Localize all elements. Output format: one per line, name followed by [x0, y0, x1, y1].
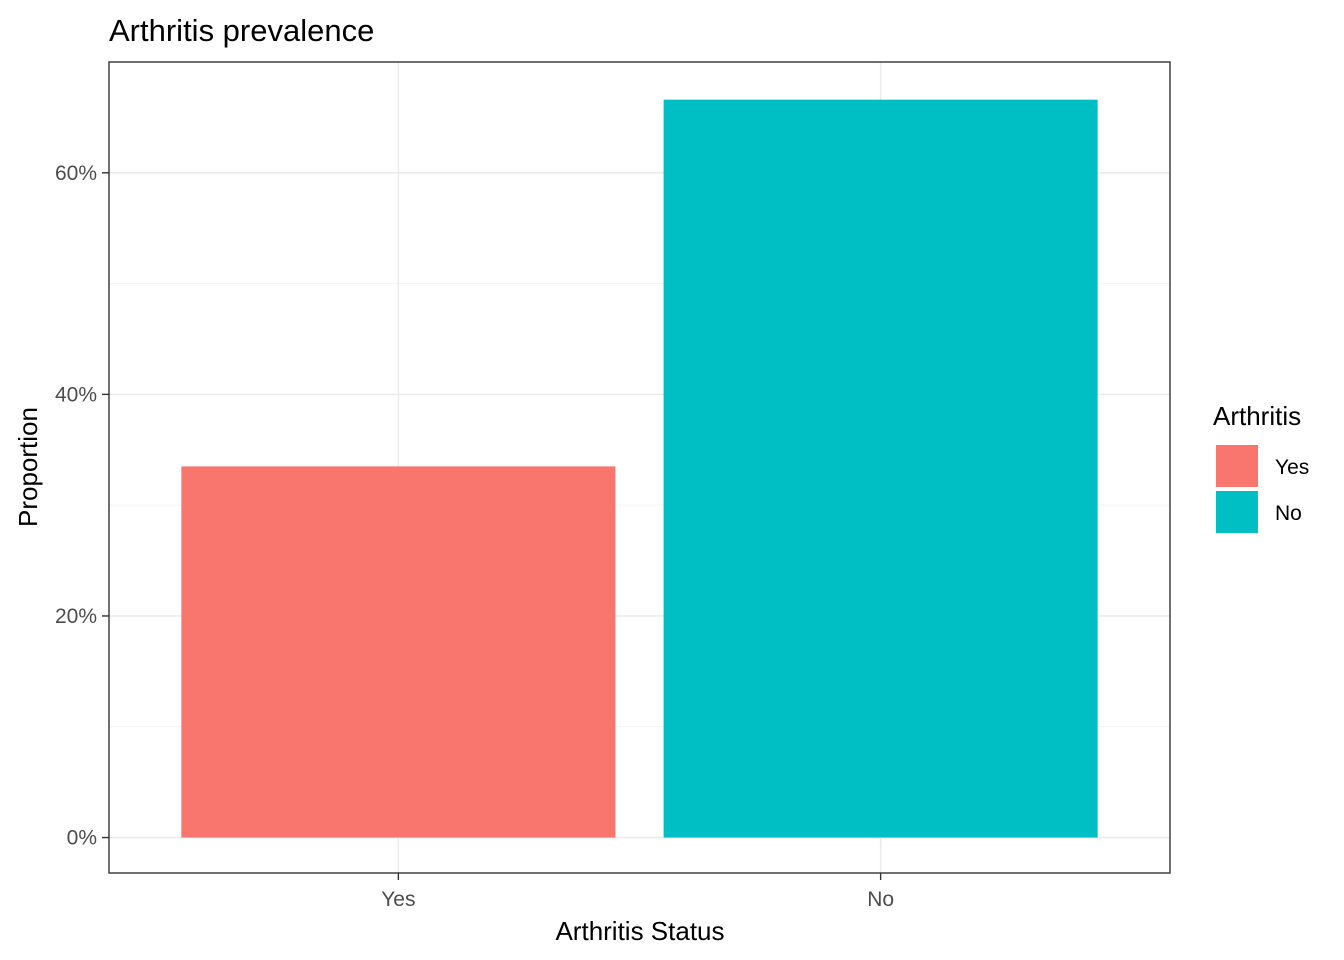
- y-tick-label: 20%: [55, 605, 97, 628]
- bar-yes: [181, 466, 616, 838]
- x-axis-title: Arthritis Status: [555, 916, 724, 946]
- y-axis-title: Proportion: [13, 407, 43, 527]
- panel-border: [108, 61, 1171, 874]
- legend-title: Arthritis: [1213, 401, 1301, 431]
- bars: [181, 99, 1098, 838]
- legend-label-no: No: [1275, 502, 1302, 525]
- bar-no: [663, 99, 1098, 838]
- legend-key-yes: [1216, 445, 1258, 487]
- legend-key-no: [1216, 491, 1258, 533]
- y-axis-ticks: 0% 20% 40% 60%: [55, 162, 109, 850]
- y-tick-label: 40%: [55, 383, 97, 406]
- chart-title: Arthritis prevalence: [109, 13, 374, 48]
- x-tick-label: Yes: [381, 888, 415, 911]
- legend-entries: Yes No: [1216, 445, 1309, 533]
- legend-label-yes: Yes: [1275, 456, 1309, 479]
- x-axis-ticks: Yes No: [381, 873, 894, 911]
- x-tick-label: No: [867, 888, 894, 911]
- y-tick-label: 60%: [55, 162, 97, 185]
- y-tick-label: 0%: [67, 827, 97, 850]
- legend: Arthritis Yes No: [1213, 401, 1309, 533]
